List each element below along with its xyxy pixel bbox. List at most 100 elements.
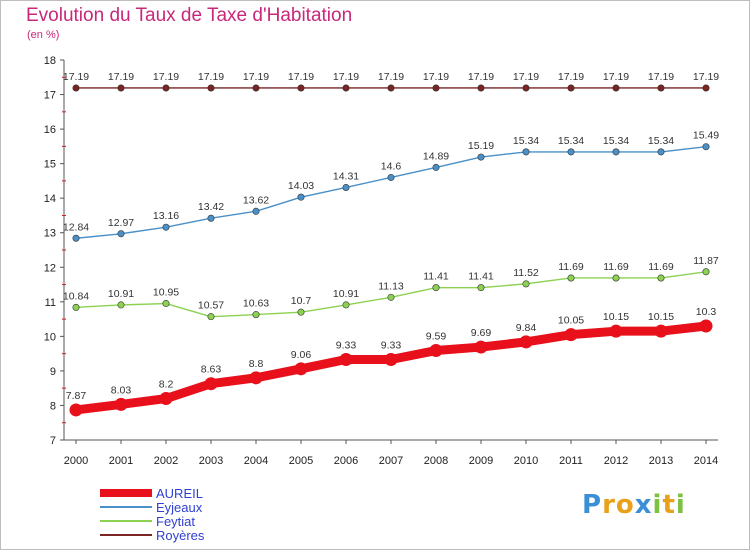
data-point (294, 362, 308, 376)
data-label: 10.3 (696, 306, 717, 318)
data-point (252, 311, 260, 319)
data-label: 17.19 (603, 71, 629, 83)
x-tick-label: 2014 (694, 455, 718, 467)
y-tick-label: 15 (44, 159, 56, 171)
data-point (297, 193, 305, 201)
data-label: 10.91 (333, 288, 359, 300)
data-point (204, 377, 218, 391)
y-tick-label: 11 (45, 297, 56, 309)
data-label: 9.33 (336, 340, 357, 352)
data-point (249, 371, 263, 385)
data-label: 14.31 (333, 170, 359, 182)
y-tick-label: 17 (44, 90, 56, 102)
data-label: 17.19 (153, 71, 179, 83)
x-tick-label: 2010 (514, 455, 538, 467)
data-label: 17.19 (378, 71, 404, 83)
y-tick-label: 16 (44, 124, 56, 136)
data-point (477, 284, 485, 292)
data-label: 17.19 (243, 71, 269, 83)
data-label: 14.6 (381, 160, 402, 172)
data-label: 10.7 (291, 295, 312, 307)
data-point (162, 300, 170, 308)
data-label: 13.62 (243, 194, 269, 206)
logo-letter: r (602, 490, 616, 520)
data-label: 14.03 (288, 180, 314, 192)
data-point (609, 324, 623, 338)
y-tick-label: 10 (44, 331, 56, 343)
y-tick-label: 7 (50, 435, 56, 447)
data-label: 14.89 (423, 150, 449, 162)
legend-label-eyjeaux: Eyjeaux (156, 499, 203, 515)
data-label: 11.69 (648, 261, 674, 273)
data-point (69, 403, 83, 417)
legend-item-aureil: AUREIL (100, 485, 204, 501)
data-label: 10.15 (603, 311, 629, 323)
data-label: 10.05 (558, 315, 584, 327)
data-label: 10.95 (153, 287, 179, 299)
logo-letter: P (582, 490, 603, 520)
x-tick-label: 2002 (154, 455, 178, 467)
data-label: 17.19 (513, 71, 539, 83)
data-label: 11.69 (558, 261, 584, 273)
y-tick-label: 13 (44, 228, 56, 240)
y-tick-label: 12 (44, 262, 56, 274)
legend-swatch-eyjeaux (100, 506, 152, 508)
data-label: 9.33 (381, 340, 402, 352)
data-label: 11.41 (423, 271, 449, 283)
data-label: 15.34 (603, 135, 629, 147)
x-tick-label: 2003 (199, 455, 223, 467)
data-label: 9.06 (291, 349, 312, 361)
data-label: 17.19 (648, 71, 674, 83)
data-label: 17.19 (198, 71, 224, 83)
data-label: 10.84 (63, 290, 89, 302)
x-tick-label: 2011 (559, 455, 583, 467)
logo-letter: o (615, 490, 635, 520)
legend-swatch-feytiat (100, 520, 152, 522)
data-label: 15.34 (558, 135, 584, 147)
data-label: 9.84 (516, 322, 537, 334)
data-point (612, 84, 620, 92)
data-point (207, 214, 215, 222)
y-tick-label: 8 (50, 400, 56, 412)
data-point (522, 148, 530, 156)
y-tick-label: 9 (50, 366, 56, 378)
data-point (72, 84, 80, 92)
data-label: 15.49 (693, 130, 719, 142)
data-label: 7.87 (66, 390, 87, 402)
data-point (657, 84, 665, 92)
data-label: 12.84 (63, 221, 89, 233)
data-point (384, 353, 398, 367)
data-point (522, 280, 530, 288)
x-tick-label: 2000 (64, 455, 88, 467)
data-point (114, 397, 128, 411)
data-label: 10.91 (108, 288, 134, 300)
x-tick-label: 2013 (649, 455, 673, 467)
data-label: 8.03 (111, 384, 132, 396)
data-point (252, 84, 260, 92)
data-point (387, 173, 395, 181)
y-tick-label: 14 (44, 193, 56, 205)
legend-label-aureil: AUREIL (156, 485, 203, 501)
data-point (387, 293, 395, 301)
data-label: 8.63 (201, 364, 222, 376)
data-label: 17.19 (693, 71, 719, 83)
data-point (432, 84, 440, 92)
chart-title: Evolution du Taux de Taxe d'Habitation (26, 5, 353, 26)
data-point (429, 344, 443, 358)
data-point (699, 319, 713, 333)
logo-letter: i (675, 490, 686, 520)
data-point (72, 234, 80, 242)
data-point (297, 84, 305, 92)
data-label: 17.19 (468, 71, 494, 83)
data-label: 9.69 (471, 327, 492, 339)
data-point (162, 84, 170, 92)
data-label: 13.42 (198, 201, 224, 213)
legend-item-eyjeaux: Eyjeaux (100, 499, 204, 515)
data-point (342, 301, 350, 309)
data-point (432, 284, 440, 292)
data-label: 12.97 (108, 217, 134, 229)
logo-letter: x (634, 490, 653, 520)
x-tick-label: 2005 (289, 455, 313, 467)
data-point (702, 143, 710, 151)
